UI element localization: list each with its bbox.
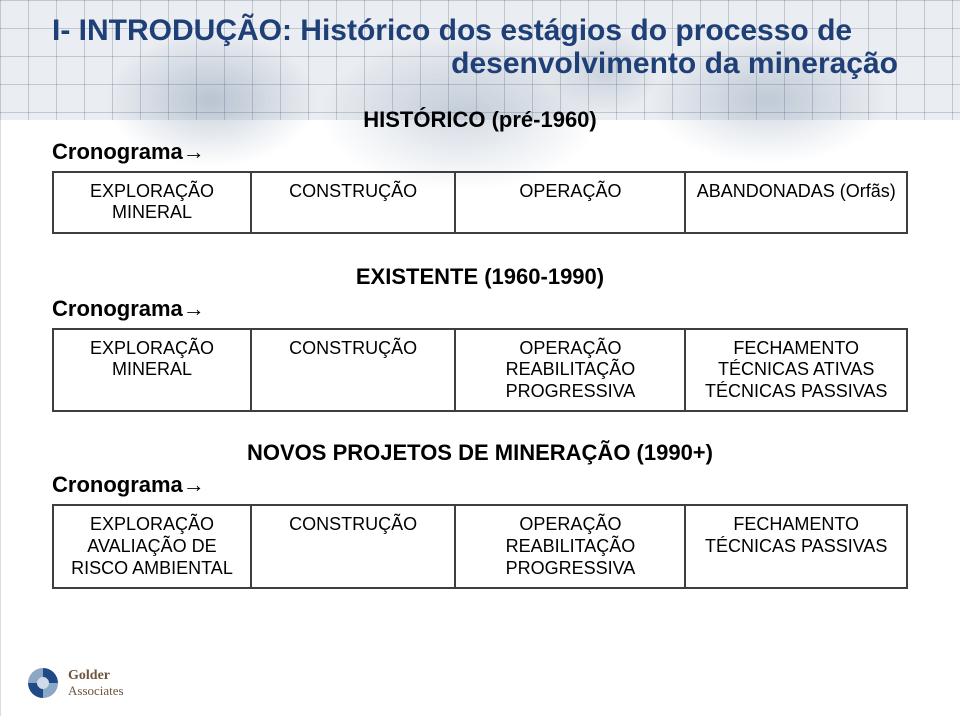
- logo-line2: Associates: [68, 684, 124, 698]
- cell-fechamento: FECHAMENTO TÉCNICAS ATIVAS TÉCNICAS PASS…: [684, 330, 906, 411]
- cronograma-label-1: Cronograma→: [52, 139, 908, 165]
- table-existente: EXPLORAÇÃO MINERAL CONSTRUÇÃO OPERAÇÃO R…: [52, 328, 908, 413]
- table-row: EXPLORAÇÃO MINERAL CONSTRUÇÃO OPERAÇÃO A…: [54, 173, 906, 232]
- section-historico-heading: HISTÓRICO (pré-1960): [52, 107, 908, 133]
- cronograma-text: Cronograma: [52, 472, 183, 497]
- table-novos-projetos: EXPLORAÇÃO AVALIAÇÃO DE RISCO AMBIENTAL …: [52, 504, 908, 589]
- cell-exploracao-mineral: EXPLORAÇÃO MINERAL: [54, 173, 250, 232]
- cronograma-label-2: Cronograma→: [52, 296, 908, 322]
- section-existente: EXISTENTE (1960-1990) Cronograma→ EXPLOR…: [52, 264, 908, 413]
- logo-golder: Golder Associates: [28, 668, 124, 698]
- cell-construcao: CONSTRUÇÃO: [250, 173, 454, 232]
- globe-icon: [28, 668, 58, 698]
- cronograma-text: Cronograma: [52, 296, 183, 321]
- right-arrow-icon: →: [183, 139, 205, 164]
- logo-text: Golder Associates: [68, 669, 124, 697]
- table-historico: EXPLORAÇÃO MINERAL CONSTRUÇÃO OPERAÇÃO A…: [52, 171, 908, 234]
- cell-construcao: CONSTRUÇÃO: [250, 330, 454, 411]
- cronograma-text: Cronograma: [52, 139, 183, 164]
- content-area: I- INTRODUÇÃO: Histórico dos estágios do…: [0, 0, 960, 629]
- section-historico: HISTÓRICO (pré-1960) Cronograma→ EXPLORA…: [52, 107, 908, 234]
- right-arrow-icon: →: [183, 472, 205, 497]
- cell-operacao-reabilitacao: OPERAÇÃO REABILITAÇÃO PROGRESSIVA: [454, 330, 684, 411]
- cell-operacao-reabilitacao: OPERAÇÃO REABILITAÇÃO PROGRESSIVA: [454, 506, 684, 587]
- cell-construcao: CONSTRUÇÃO: [250, 506, 454, 587]
- cell-fechamento: FECHAMENTO TÉCNICAS PASSIVAS: [684, 506, 906, 587]
- section-existente-heading: EXISTENTE (1960-1990): [52, 264, 908, 290]
- section-novos-projetos-heading: NOVOS PROJETOS DE MINERAÇÃO (1990+): [52, 440, 908, 466]
- logo-line1: Golder: [68, 669, 124, 684]
- section-novos-projetos: NOVOS PROJETOS DE MINERAÇÃO (1990+) Cron…: [52, 440, 908, 589]
- cell-operacao: OPERAÇÃO: [454, 173, 684, 232]
- cell-exploracao-avaliacao: EXPLORAÇÃO AVALIAÇÃO DE RISCO AMBIENTAL: [54, 506, 250, 587]
- page-title-line1: I- INTRODUÇÃO: Histórico dos estágios do…: [52, 14, 908, 49]
- table-row: EXPLORAÇÃO MINERAL CONSTRUÇÃO OPERAÇÃO R…: [54, 330, 906, 411]
- right-arrow-icon: →: [183, 296, 205, 321]
- table-row: EXPLORAÇÃO AVALIAÇÃO DE RISCO AMBIENTAL …: [54, 506, 906, 587]
- cell-abandonadas: ABANDONADAS (Orfãs): [684, 173, 906, 232]
- cronograma-label-3: Cronograma→: [52, 472, 908, 498]
- cell-exploracao-mineral: EXPLORAÇÃO MINERAL: [54, 330, 250, 411]
- page-title-line2: desenvolvimento da mineração: [52, 47, 908, 81]
